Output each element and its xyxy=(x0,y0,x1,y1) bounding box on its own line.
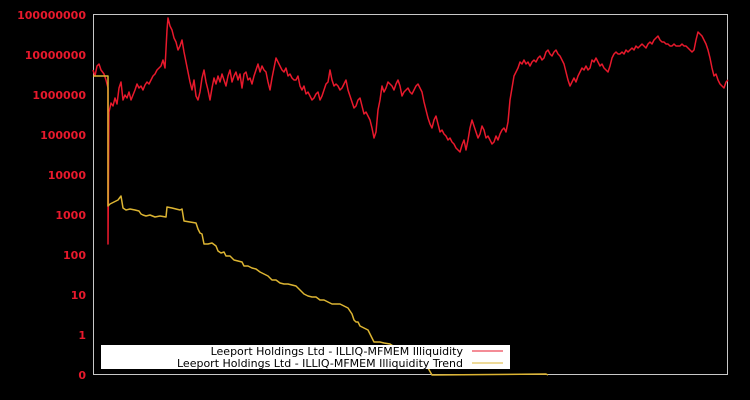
illiquidity-trend-line xyxy=(93,75,549,376)
y-tick-label: 100000 xyxy=(40,129,86,142)
y-tick-label: 10000000 xyxy=(25,49,87,62)
y-tick-label: 100000000 xyxy=(17,9,86,22)
legend-label-trend: Leeport Holdings Ltd - ILLIQ-MFMEM Illiq… xyxy=(177,357,463,370)
illiquidity-line xyxy=(92,17,729,245)
y-tick-label: 1 xyxy=(78,329,86,342)
legend-box xyxy=(101,345,510,369)
y-tick-label: 1000000 xyxy=(32,89,86,102)
plot-frame xyxy=(93,14,728,375)
y-tick-label: 1000 xyxy=(55,209,86,222)
legend-label-illiquidity: Leeport Holdings Ltd - ILLIQ-MFMEM Illiq… xyxy=(211,345,464,358)
y-tick-label: 10 xyxy=(71,289,87,302)
y-axis-tick-labels: 100000000 10000000 1000000 100000 10000 … xyxy=(17,9,86,382)
y-tick-label: 0 xyxy=(78,369,86,382)
legend: Leeport Holdings Ltd - ILLIQ-MFMEM Illiq… xyxy=(101,345,510,370)
y-tick-label: 10000 xyxy=(48,169,87,182)
y-tick-label: 100 xyxy=(63,249,86,262)
